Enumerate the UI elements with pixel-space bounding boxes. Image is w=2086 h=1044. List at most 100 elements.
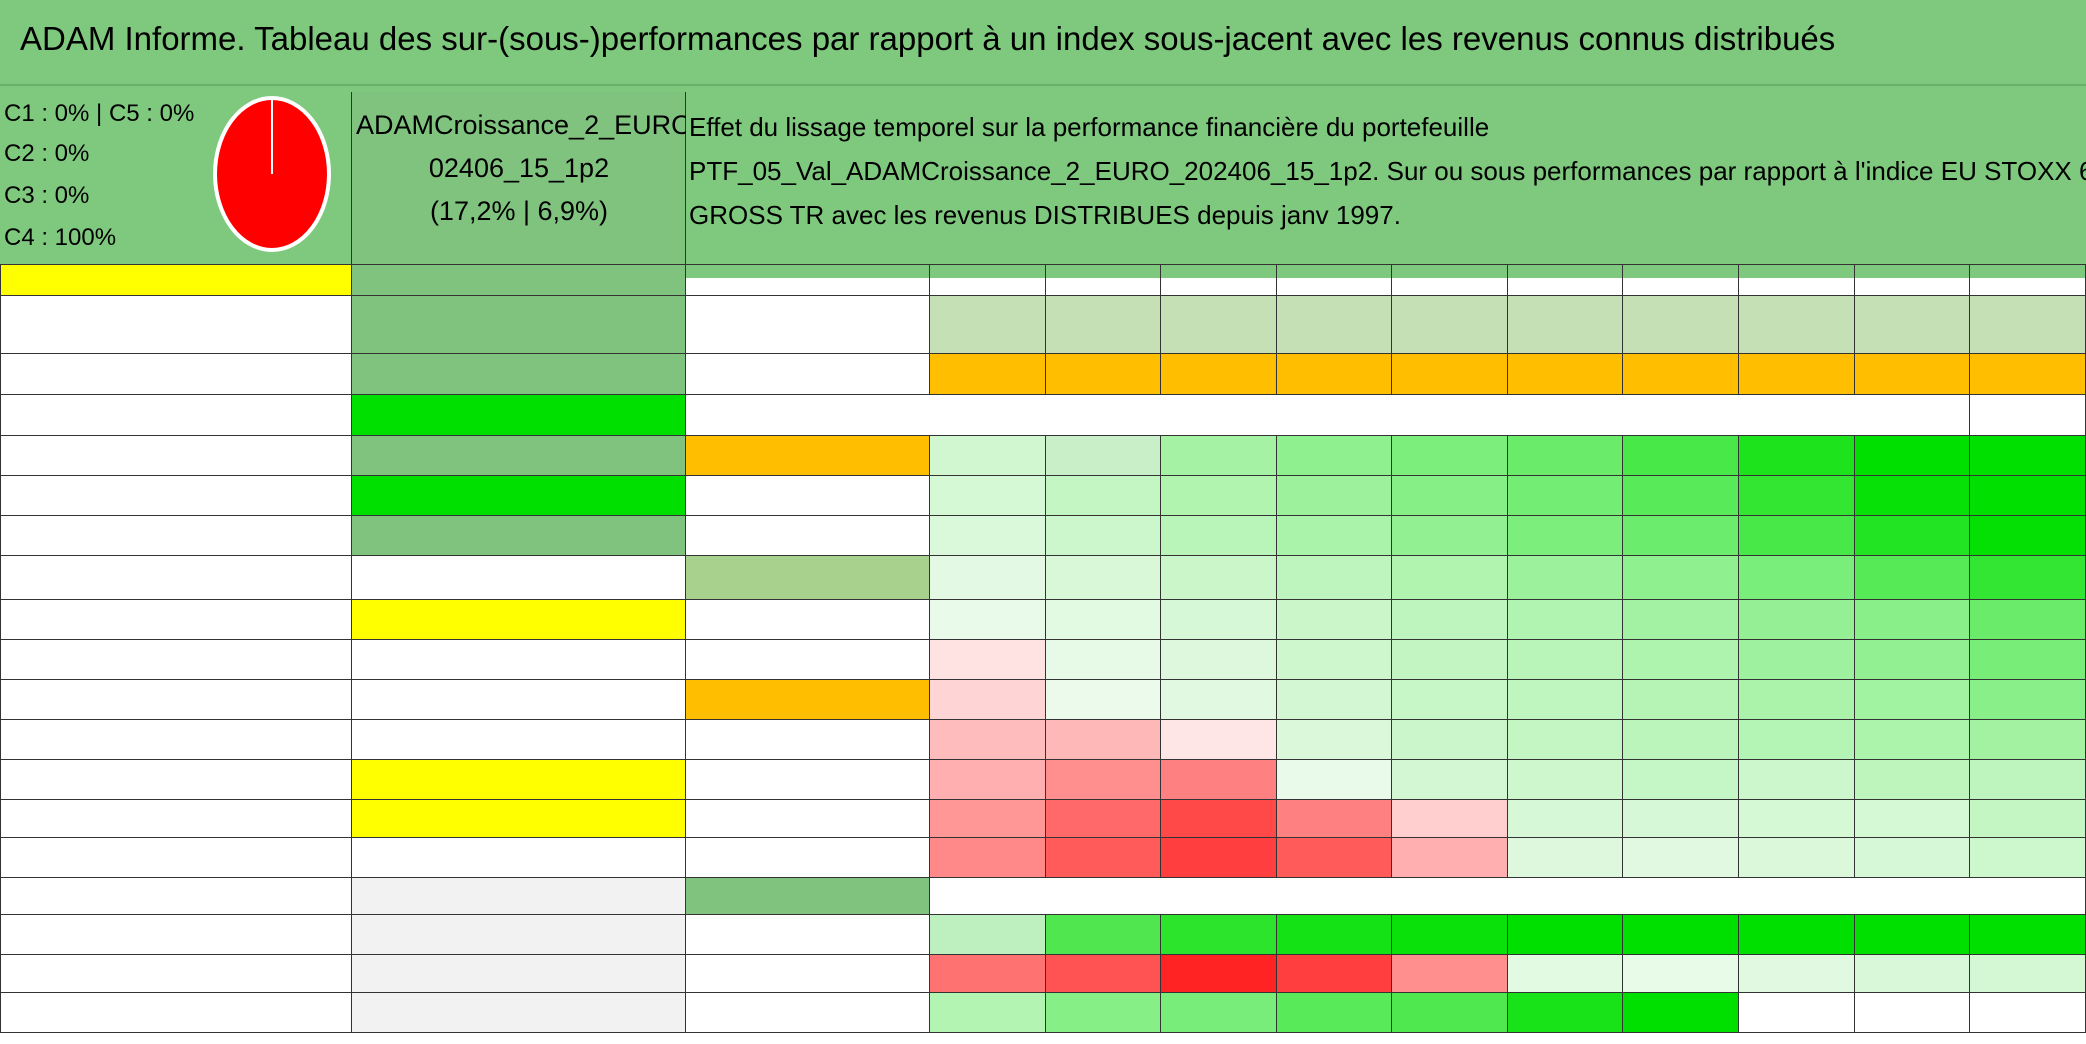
maximum-performance-value [1623, 993, 1739, 1033]
minimum-performance-value [1277, 955, 1392, 993]
probability-value [1277, 556, 1392, 600]
probability-value [930, 720, 1046, 760]
positive-performance-value [1739, 915, 1855, 955]
probability-value [1161, 800, 1277, 838]
probability-value [1623, 680, 1739, 720]
minimum-performance-label [686, 955, 930, 993]
asset-class-marker [686, 878, 930, 915]
probability-value [1739, 838, 1855, 878]
probability-value [1392, 838, 1508, 878]
probability-value [1508, 680, 1623, 720]
empty-left-cell [0, 640, 352, 680]
probability-value [1161, 680, 1277, 720]
long-term-return [352, 640, 686, 680]
long-term-volatility [352, 680, 686, 720]
positive-performance-label [686, 915, 930, 955]
asset-class-label [352, 878, 686, 915]
probability-threshold [686, 760, 930, 800]
probability-value [1161, 838, 1277, 878]
probability-threshold [686, 556, 930, 600]
probability-value [930, 760, 1046, 800]
probability-threshold [686, 436, 930, 476]
probability-value [1392, 476, 1508, 516]
probability-value [1970, 436, 2086, 476]
probability-value [1277, 436, 1392, 476]
probability-value [930, 476, 1046, 516]
probability-value [1161, 640, 1277, 680]
probability-value [1739, 600, 1855, 640]
probability-value [1739, 800, 1855, 838]
probability-value [1392, 516, 1508, 556]
holding-label [0, 476, 352, 516]
probability-value [930, 640, 1046, 680]
probability-value [1161, 600, 1277, 640]
empty-left-cell [0, 600, 352, 640]
probability-value [1277, 680, 1392, 720]
probability-threshold [686, 640, 930, 680]
annual-return-label [686, 296, 930, 354]
probability-value [1046, 556, 1161, 600]
minimum-performance-value [1970, 955, 2086, 993]
year-header [1508, 264, 1623, 296]
probability-value [1046, 640, 1161, 680]
probability-value [1161, 476, 1277, 516]
probability-value [1739, 640, 1855, 680]
index-compare-value [352, 476, 686, 516]
maximum-performance-value [1046, 993, 1161, 1033]
positive-performance-value [1623, 915, 1739, 955]
probability-value [1277, 476, 1392, 516]
probability-value [1855, 720, 1970, 760]
portfolio-name-line1: ADAMCroissance_2_EURO_2 [356, 110, 723, 140]
maximum-performance-value [1161, 993, 1277, 1033]
volatility-value [1855, 354, 1970, 395]
probability-value [1046, 516, 1161, 556]
currency-label [352, 264, 686, 296]
probability-value [1970, 800, 2086, 838]
annual-return-value [1855, 296, 1970, 354]
portfolio-name-block: ADAMCroissance_2_EURO_2 02406_15_1p2 (17… [352, 92, 723, 278]
empty-left-cell [0, 878, 352, 915]
empty-left-cell [0, 915, 352, 955]
probability-value [1970, 516, 2086, 556]
probability-value [1855, 838, 1970, 878]
zscore-label [352, 955, 686, 993]
sharpe-ratio [352, 720, 686, 760]
holding-label [0, 354, 352, 395]
positive-performance-value [1161, 915, 1277, 955]
annual-return-value [1046, 296, 1161, 354]
year-header [1970, 264, 2086, 296]
probability-value [930, 436, 1046, 476]
empty-left-cell [0, 516, 352, 556]
probability-value [1161, 516, 1277, 556]
legend-line-c4: C4 : 100% [4, 224, 117, 251]
probability-value [1970, 640, 2086, 680]
empty-left-cell [0, 993, 352, 1033]
positive-performance-value [1046, 915, 1161, 955]
regularity-label [352, 993, 686, 1033]
index-comparison-label [352, 838, 686, 878]
minimum-performance-value [930, 955, 1046, 993]
empty-cell [1970, 395, 2086, 436]
report-title: ADAM Informe. Tableau des sur-(sous-)per… [0, 0, 2086, 86]
probability-threshold [686, 800, 930, 838]
probability-value [1277, 838, 1392, 878]
description-line2: PTF_05_Val_ADAMCroissance_2_EURO_202406_… [689, 156, 2086, 186]
empty-left-cell [0, 800, 352, 838]
empty-left-cell [0, 838, 352, 878]
dividend-value [352, 395, 686, 436]
probability-value [1855, 556, 1970, 600]
probability-value [1623, 516, 1739, 556]
volatility-value [930, 354, 1046, 395]
probability-value [1508, 800, 1623, 838]
legend-line-c2: C2 : 0% [4, 140, 90, 167]
probability-value [1508, 436, 1623, 476]
maximum-performance-value [930, 993, 1046, 1033]
empty-left-cell [0, 556, 352, 600]
adam-score [352, 760, 686, 800]
probability-value [1739, 556, 1855, 600]
probability-value [1623, 800, 1739, 838]
probability-value [1046, 720, 1161, 760]
probability-threshold [686, 600, 930, 640]
probability-value [930, 800, 1046, 838]
probability-value [1623, 436, 1739, 476]
